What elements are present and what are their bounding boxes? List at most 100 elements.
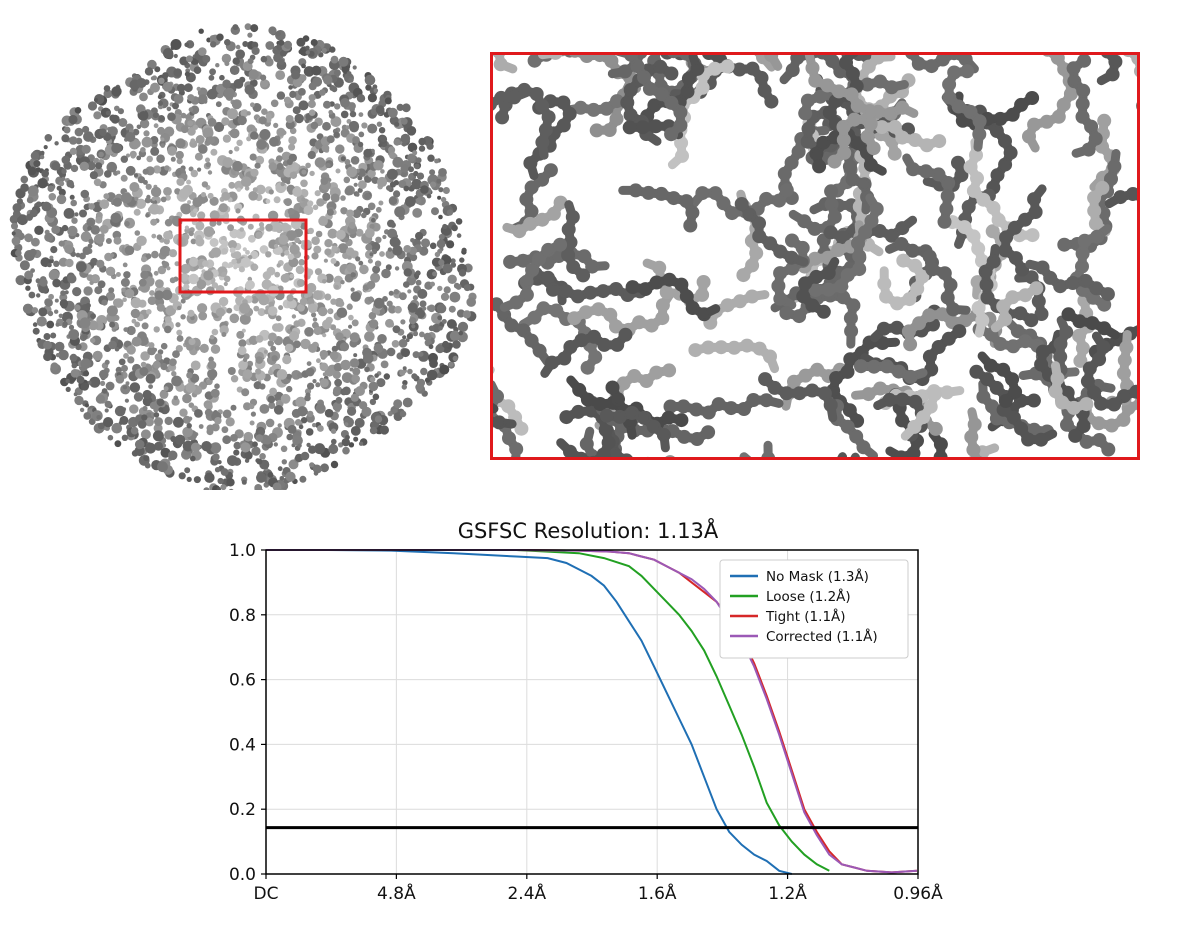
density-blob xyxy=(403,281,410,288)
density-blob xyxy=(353,436,359,442)
density-blob xyxy=(303,205,314,216)
density-blob xyxy=(369,252,374,257)
density-blob xyxy=(333,386,343,396)
density-blob xyxy=(150,146,160,156)
density-blob xyxy=(216,487,221,490)
density-blob xyxy=(448,362,454,367)
density-blob xyxy=(313,471,319,476)
density-blob xyxy=(295,396,307,408)
density-blob xyxy=(135,198,147,209)
density-blob xyxy=(319,378,329,388)
density-blob xyxy=(153,270,159,276)
density-blob xyxy=(24,233,33,243)
density-blob xyxy=(327,309,332,314)
density-blob xyxy=(139,119,150,129)
density-blob xyxy=(340,110,349,119)
density-blob xyxy=(107,434,114,441)
density-blob xyxy=(90,313,96,319)
density-blob xyxy=(101,388,108,394)
density-blob xyxy=(428,325,435,332)
density-blob xyxy=(255,155,265,165)
density-blob xyxy=(93,111,102,120)
density-blob xyxy=(358,401,368,410)
density-atom xyxy=(527,55,542,68)
density-blob xyxy=(273,196,281,204)
density-blob xyxy=(255,335,264,343)
density-blob xyxy=(34,225,44,235)
density-blob xyxy=(225,417,235,427)
density-blob xyxy=(186,476,192,482)
density-blob xyxy=(301,169,307,175)
density-blob xyxy=(363,148,373,158)
density-bond xyxy=(1128,189,1137,201)
density-blob xyxy=(226,307,233,314)
density-blob xyxy=(357,187,363,193)
density-blob xyxy=(295,265,305,275)
density-blob xyxy=(235,170,240,176)
density-blob xyxy=(256,472,267,483)
density-blob xyxy=(206,136,215,145)
density-blob xyxy=(236,386,243,393)
density-blob xyxy=(91,335,102,346)
density-blob xyxy=(345,125,350,130)
density-blob xyxy=(210,148,218,156)
density-blob xyxy=(268,26,277,35)
density-blob xyxy=(461,247,467,253)
density-blob xyxy=(35,167,41,173)
density-blob xyxy=(351,319,359,327)
density-blob xyxy=(65,378,70,384)
density-atom xyxy=(1095,180,1110,195)
density-blob xyxy=(300,338,311,350)
density-blob xyxy=(365,84,372,91)
density-blob xyxy=(134,230,141,236)
density-blob xyxy=(247,58,254,65)
density-blob xyxy=(390,222,396,228)
density-blob xyxy=(331,345,339,353)
density-blob xyxy=(106,305,118,317)
density-blob xyxy=(94,286,103,295)
density-blob xyxy=(190,360,201,371)
density-blob xyxy=(330,193,340,203)
density-blob xyxy=(151,250,159,259)
density-blob xyxy=(95,162,103,170)
density-atom xyxy=(896,253,911,268)
density-blob xyxy=(265,198,271,204)
density-blob xyxy=(348,221,356,229)
density-blob xyxy=(429,242,437,250)
density-blob xyxy=(221,117,230,126)
density-blob xyxy=(324,273,334,283)
density-blob xyxy=(171,375,183,387)
density-blob xyxy=(288,85,293,90)
density-blob xyxy=(238,266,245,273)
density-blob xyxy=(437,195,442,200)
density-blob xyxy=(184,83,193,93)
density-blob xyxy=(63,208,75,219)
density-blob xyxy=(376,121,383,127)
density-blob xyxy=(271,355,278,362)
density-blob xyxy=(314,443,326,455)
density-blob xyxy=(145,183,152,190)
density-blob xyxy=(227,367,236,375)
density-blob xyxy=(252,441,258,448)
density-atom xyxy=(1024,313,1039,328)
density-blob xyxy=(205,157,210,163)
density-blob xyxy=(184,42,189,48)
density-blob xyxy=(67,274,77,284)
density-blob xyxy=(171,371,177,377)
density-blob xyxy=(47,185,55,193)
density-blob xyxy=(126,325,136,336)
density-blob xyxy=(123,353,129,359)
density-blob xyxy=(277,466,283,472)
density-blob xyxy=(274,323,284,332)
density-blob xyxy=(399,292,407,301)
density-blob xyxy=(108,287,115,294)
density-blob xyxy=(253,264,259,270)
density-blob xyxy=(250,411,256,417)
density-blob xyxy=(326,135,335,144)
density-blob xyxy=(256,458,263,465)
density-blob xyxy=(175,150,184,160)
density-blob xyxy=(193,208,198,214)
density-blob xyxy=(274,271,281,278)
density-blob xyxy=(41,169,49,178)
density-blob xyxy=(330,258,337,264)
